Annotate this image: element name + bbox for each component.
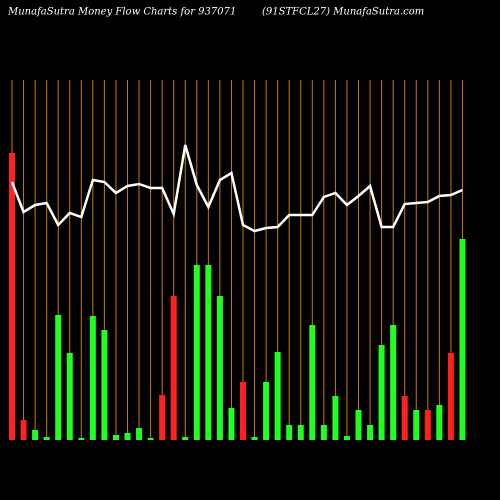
bar: [367, 425, 374, 440]
chart-subtitle: (91STFCL27) MunafaSutra.com: [262, 7, 424, 18]
bar: [216, 296, 223, 440]
bar: [297, 425, 304, 440]
bar: [240, 382, 246, 440]
bar: [124, 433, 131, 440]
bar: [170, 296, 177, 440]
bar: [390, 325, 397, 440]
bar: [320, 425, 327, 440]
bar: [66, 353, 73, 440]
bar: [9, 153, 15, 440]
bar: [78, 438, 85, 440]
money-flow-line: [10, 144, 463, 233]
bar: [355, 410, 362, 440]
bar: [413, 410, 420, 440]
bar: [286, 425, 293, 440]
bar: [101, 330, 108, 440]
bar: [55, 315, 62, 440]
bar: [147, 438, 154, 440]
bar: [459, 239, 466, 440]
bar: [20, 420, 27, 440]
bar: [193, 265, 200, 440]
bar: [112, 435, 119, 440]
bar: [447, 353, 454, 440]
bar: [228, 408, 235, 440]
bar: [159, 395, 166, 440]
bar: [401, 396, 408, 440]
bar: [424, 410, 431, 440]
bar: [263, 382, 270, 440]
bar: [378, 345, 385, 440]
bar: [43, 437, 50, 440]
bar: [436, 405, 443, 440]
bar: [89, 316, 96, 440]
bar: [205, 265, 212, 440]
bar: [182, 437, 189, 440]
bar: [136, 428, 143, 440]
chart-title: MunafaSutra Money Flow Charts for 937071: [7, 7, 236, 18]
bar: [332, 396, 339, 440]
bar: [32, 430, 39, 440]
bar: [251, 437, 258, 440]
bar: [309, 325, 316, 440]
bar: [274, 352, 281, 440]
bar: [343, 436, 350, 440]
